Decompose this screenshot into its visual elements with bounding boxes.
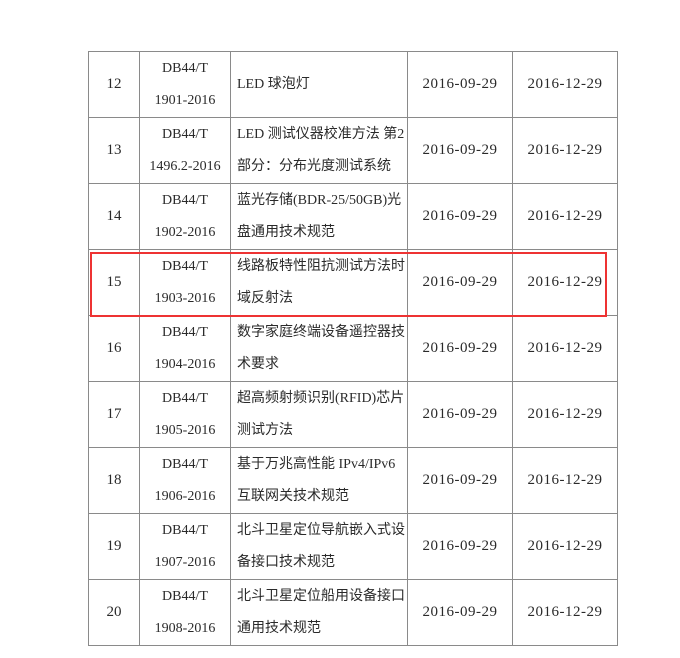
standard-code: DB44/T 1905-2016 <box>139 381 231 448</box>
code-prefix: DB44/T <box>162 324 208 340</box>
row-number: 14 <box>88 183 140 250</box>
table-row: 20 DB44/T 1908-2016 北斗卫星定位船用设备接口通用技术规范 2016-… <box>88 579 618 646</box>
standard-code: DB44/T 1496.2-2016 <box>139 117 231 184</box>
code-prefix: DB44/T <box>162 60 208 76</box>
publish-date: 2016-09-29 <box>407 447 513 514</box>
code-number: 1904-2016 <box>154 356 216 372</box>
code-number: 1902-2016 <box>154 224 216 240</box>
implement-date: 2016-12-29 <box>512 513 618 580</box>
code-number: 1901-2016 <box>154 92 216 108</box>
code-prefix: DB44/T <box>162 390 208 406</box>
row-number: 12 <box>88 51 140 118</box>
standard-name: 蓝光存储(BDR-25/50GB)光盘通用技术规范 <box>230 183 408 250</box>
standard-name: 数字家庭终端设备遥控器技术要求 <box>230 315 408 382</box>
standards-table: 12 DB44/T 1901-2016 LED 球泡灯 2016-09-29 2016-1… <box>88 51 618 646</box>
standard-code: DB44/T 1908-2016 <box>139 579 231 646</box>
table-row: 12 DB44/T 1901-2016 LED 球泡灯 2016-09-29 2016-1… <box>88 51 618 118</box>
standard-code: DB44/T 1907-2016 <box>139 513 231 580</box>
implement-date: 2016-12-29 <box>512 579 618 646</box>
standard-name: 基于万兆高性能 IPv4/IPv6互联网关技术规范 <box>230 447 408 514</box>
code-number: 1903-2016 <box>154 290 216 306</box>
publish-date: 2016-09-29 <box>407 249 513 316</box>
standard-name: 线路板特性阻抗测试方法时域反射法 <box>230 249 408 316</box>
code-number: 1907-2016 <box>154 554 216 570</box>
implement-date: 2016-12-29 <box>512 249 618 316</box>
code-number: 1906-2016 <box>154 488 216 504</box>
row-number: 20 <box>88 579 140 646</box>
standard-name: LED 测试仪器校准方法 第2部分：分布光度测试系统 <box>230 117 408 184</box>
publish-date: 2016-09-29 <box>407 579 513 646</box>
row-number: 13 <box>88 117 140 184</box>
code-prefix: DB44/T <box>162 522 208 538</box>
standard-name: 北斗卫星定位船用设备接口通用技术规范 <box>230 579 408 646</box>
standard-code: DB44/T 1902-2016 <box>139 183 231 250</box>
row-number: 17 <box>88 381 140 448</box>
table-row: 13 DB44/T 1496.2-2016 LED 测试仪器校准方法 第2部分：分布光… <box>88 117 618 184</box>
publish-date: 2016-09-29 <box>407 315 513 382</box>
row-number: 18 <box>88 447 140 514</box>
standard-code: DB44/T 1904-2016 <box>139 315 231 382</box>
code-number: 1908-2016 <box>154 620 216 636</box>
standard-code: DB44/T 1901-2016 <box>139 51 231 118</box>
publish-date: 2016-09-29 <box>407 183 513 250</box>
standard-name: LED 球泡灯 <box>230 51 408 118</box>
table-row: 18 DB44/T 1906-2016 基于万兆高性能 IPv4/IPv6互联网关技术… <box>88 447 618 514</box>
code-number: 1905-2016 <box>154 422 216 438</box>
implement-date: 2016-12-29 <box>512 117 618 184</box>
table-row: 15 DB44/T 1903-2016 线路板特性阻抗测试方法时域反射法 2016-09… <box>88 249 618 316</box>
implement-date: 2016-12-29 <box>512 381 618 448</box>
code-prefix: DB44/T <box>162 126 208 142</box>
publish-date: 2016-09-29 <box>407 513 513 580</box>
publish-date: 2016-09-29 <box>407 117 513 184</box>
table-row: 17 DB44/T 1905-2016 超高频射频识别(RFID)芯片测试方法 2016… <box>88 381 618 448</box>
table-row: 16 DB44/T 1904-2016 数字家庭终端设备遥控器技术要求 2016-09-… <box>88 315 618 382</box>
standard-code: DB44/T 1903-2016 <box>139 249 231 316</box>
implement-date: 2016-12-29 <box>512 51 618 118</box>
standard-name: 超高频射频识别(RFID)芯片测试方法 <box>230 381 408 448</box>
publish-date: 2016-09-29 <box>407 381 513 448</box>
code-prefix: DB44/T <box>162 456 208 472</box>
table-row: 19 DB44/T 1907-2016 北斗卫星定位导航嵌入式设备接口技术规范 2016… <box>88 513 618 580</box>
code-prefix: DB44/T <box>162 192 208 208</box>
standard-name: 北斗卫星定位导航嵌入式设备接口技术规范 <box>230 513 408 580</box>
implement-date: 2016-12-29 <box>512 315 618 382</box>
code-prefix: DB44/T <box>162 258 208 274</box>
standard-code: DB44/T 1906-2016 <box>139 447 231 514</box>
row-number: 19 <box>88 513 140 580</box>
code-prefix: DB44/T <box>162 588 208 604</box>
table-row: 14 DB44/T 1902-2016 蓝光存储(BDR-25/50GB)光盘通用技术… <box>88 183 618 250</box>
code-number: 1496.2-2016 <box>149 158 221 174</box>
publish-date: 2016-09-29 <box>407 51 513 118</box>
implement-date: 2016-12-29 <box>512 183 618 250</box>
implement-date: 2016-12-29 <box>512 447 618 514</box>
row-number: 15 <box>88 249 140 316</box>
row-number: 16 <box>88 315 140 382</box>
